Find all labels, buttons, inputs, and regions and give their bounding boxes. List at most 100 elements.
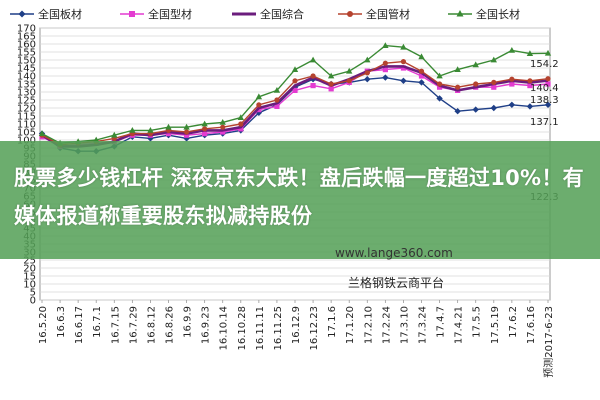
- headline-text[interactable]: 股票多少钱杠杆 深夜京东大跌！盘后跌幅一度超过10%！有媒体报道称重要股东拟减持…: [14, 166, 584, 228]
- x-tick-label: 16.5.20: [38, 306, 49, 344]
- data-point: [220, 129, 226, 135]
- data-point: [256, 102, 262, 108]
- data-point: [364, 76, 371, 83]
- x-tick-label: 17.5.5: [472, 306, 483, 338]
- y-tick-label: 155: [17, 48, 36, 59]
- data-point: [418, 79, 425, 86]
- data-point: [183, 132, 190, 138]
- y-tick-label: 125: [17, 96, 36, 107]
- y-tick-label: 135: [17, 80, 36, 91]
- data-point: [273, 87, 281, 93]
- data-point: [327, 72, 335, 79]
- x-tick-label: 16.12.23: [309, 306, 320, 351]
- y-tick-label: 165: [17, 32, 36, 43]
- x-tick-label: 16.10.14: [219, 306, 230, 351]
- x-tick-label: 17.5.19: [490, 306, 501, 344]
- data-point: [309, 56, 317, 63]
- x-tick-label: 17.6.16: [526, 306, 537, 344]
- watermark-platform-name: 兰格钢铁云商平台: [348, 276, 445, 290]
- data-point: [237, 114, 244, 120]
- x-tick-label: 17.6.2: [508, 306, 519, 338]
- data-point: [491, 79, 497, 85]
- data-point: [400, 65, 407, 71]
- data-point: [472, 61, 479, 68]
- data-point: [509, 81, 515, 87]
- data-point: [490, 56, 497, 63]
- x-tick-label: 16.9.23: [201, 306, 212, 344]
- x-tick-label: 16.10.28: [237, 306, 248, 351]
- y-tick-label: 25: [23, 256, 36, 267]
- legend-marker: [18, 10, 26, 18]
- data-point: [526, 103, 534, 110]
- legend-marker: [456, 10, 464, 17]
- data-point: [292, 78, 298, 84]
- end-value-label: 138.3: [530, 95, 559, 106]
- data-point: [255, 93, 263, 100]
- x-tick-label: 17.3.24: [418, 306, 429, 344]
- data-point: [454, 108, 461, 115]
- data-point: [526, 50, 534, 56]
- data-point: [545, 81, 551, 87]
- series-line-3: [41, 65, 549, 148]
- legend-marker: [347, 11, 353, 17]
- data-point: [436, 95, 443, 102]
- data-point: [346, 78, 352, 84]
- end-value-label: 154.2: [530, 59, 559, 70]
- data-point: [400, 77, 407, 84]
- x-tick-label: 17.3.10: [399, 306, 410, 344]
- data-point: [147, 127, 154, 133]
- x-tick-label: 预测2017-6-23: [542, 306, 555, 378]
- legend-marker: [129, 11, 135, 17]
- legend-label: 全国综合: [260, 7, 304, 21]
- x-tick-label: 17.2.10: [363, 306, 374, 344]
- y-tick-label: 140: [17, 72, 36, 83]
- data-point: [418, 53, 425, 60]
- data-point: [292, 87, 298, 93]
- data-point: [346, 67, 353, 74]
- headline-banner: [0, 141, 600, 259]
- data-point: [400, 43, 407, 50]
- data-point: [418, 73, 425, 79]
- y-tick-label: 10: [23, 280, 36, 291]
- data-point: [111, 131, 118, 138]
- x-tick-label: 16.7.1: [92, 306, 103, 338]
- data-point: [238, 126, 244, 132]
- data-point: [382, 67, 388, 73]
- data-point: [455, 84, 461, 90]
- x-tick-label: 16.7.15: [110, 306, 121, 344]
- y-tick-label: 20: [23, 264, 36, 275]
- data-point: [202, 126, 208, 132]
- y-tick-label: 150: [17, 56, 36, 67]
- data-point: [509, 76, 515, 82]
- y-tick-label: 5: [30, 288, 36, 299]
- data-point: [328, 86, 334, 92]
- y-tick-label: 0: [30, 296, 36, 307]
- data-point: [183, 129, 190, 135]
- legend-label: 全国型材: [148, 7, 192, 21]
- legend-label: 全国长材: [476, 7, 520, 21]
- data-point: [545, 76, 551, 82]
- y-tick-label: 110: [17, 120, 36, 131]
- data-point: [274, 103, 280, 109]
- legend-label: 全国管材: [366, 7, 410, 21]
- data-point: [364, 70, 370, 76]
- data-point: [400, 59, 407, 65]
- data-point: [38, 130, 46, 136]
- data-point: [291, 66, 299, 72]
- legend-label: 全国板材: [38, 7, 82, 21]
- x-tick-label: 16.11.25: [273, 306, 284, 351]
- data-point: [436, 81, 443, 87]
- data-point: [436, 84, 443, 90]
- data-point: [472, 106, 479, 113]
- x-tick-label: 17.4.7: [436, 306, 447, 338]
- data-point: [310, 73, 316, 79]
- data-point: [382, 60, 388, 66]
- data-point: [544, 101, 552, 108]
- data-point: [220, 124, 226, 130]
- y-tick-label: 115: [17, 112, 36, 123]
- data-point: [454, 66, 461, 72]
- y-tick-label: 145: [17, 64, 36, 75]
- y-tick-label: 105: [17, 128, 36, 139]
- end-value-label: 137.1: [530, 117, 559, 128]
